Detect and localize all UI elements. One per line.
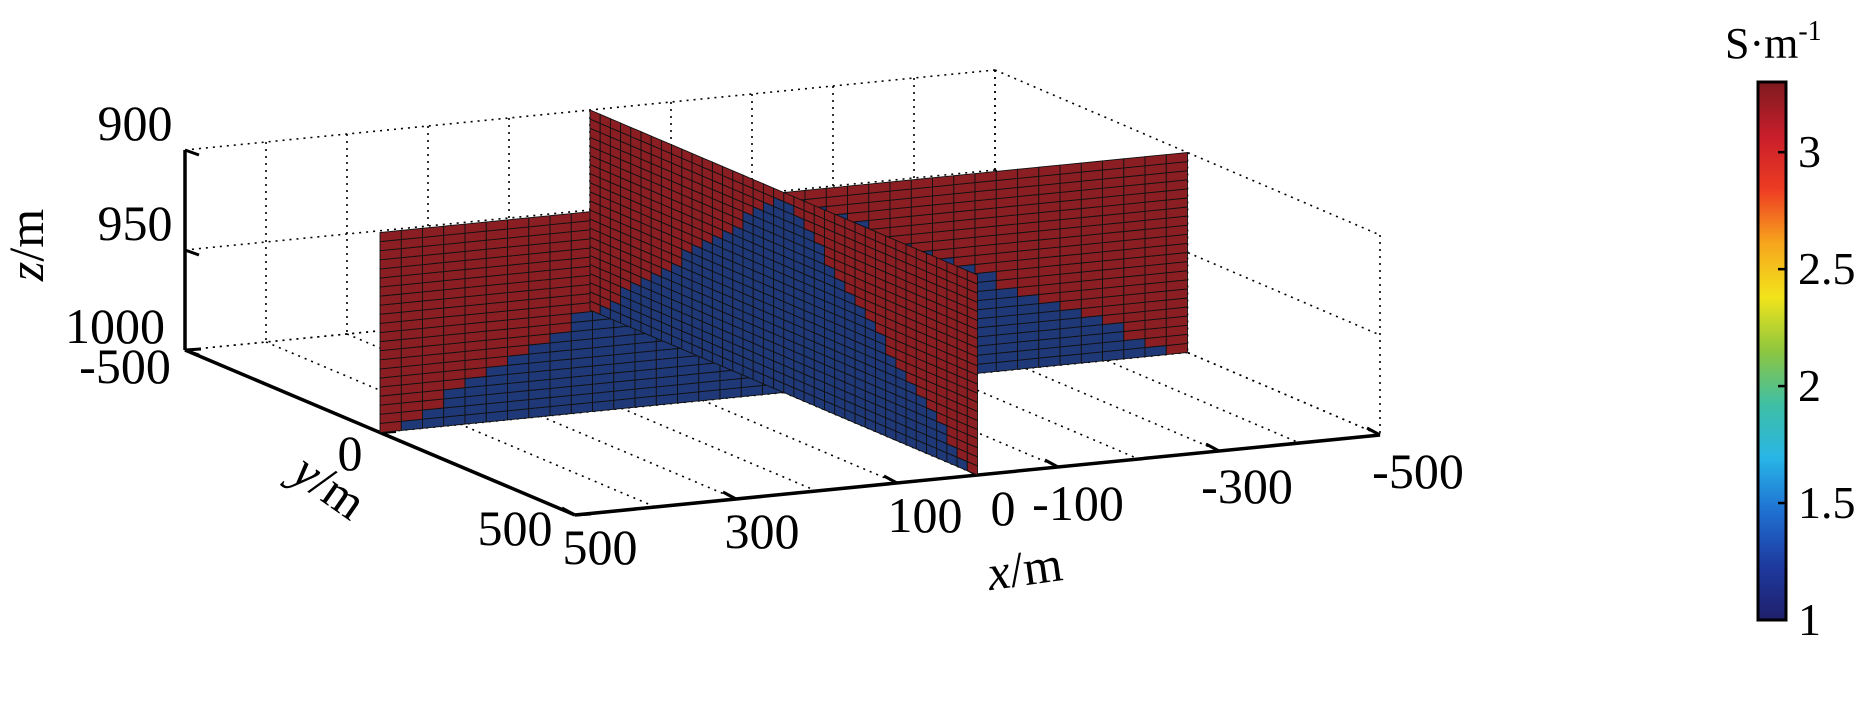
x-tick-mark (883, 474, 898, 485)
z-axis-title-unit: /m (0, 209, 54, 262)
colorbar-tick-label: 2 (1798, 360, 1821, 411)
xz-slice-cell (1080, 160, 1103, 173)
xz-slice-cell (1123, 156, 1146, 169)
z-axis-title: z/m (0, 209, 54, 282)
z-tick-mark (184, 148, 200, 157)
x-tick-mark (1205, 442, 1220, 453)
z-tick-mark (184, 248, 200, 257)
colorbar-tick-label: 1.5 (1798, 477, 1856, 528)
xz-slice-cell (868, 181, 891, 194)
xz-slice-cell (932, 175, 955, 188)
xz-slice-cell (422, 225, 445, 238)
x-tick-mark (561, 506, 576, 517)
x-tick-label: 300 (725, 503, 800, 559)
xz-slice-cell (485, 219, 508, 232)
x-tick-mark (1366, 426, 1381, 437)
colorbar: 1 1.5 2 2.5 3 S·m-1 (1725, 16, 1856, 645)
y-tick-mark (184, 347, 202, 352)
xz-slice-cell (400, 227, 423, 240)
xz-slice-cell (1059, 162, 1082, 175)
xz-slice-cell (1144, 154, 1167, 167)
xz-slice-cell (974, 170, 997, 184)
xz-slice-cell (995, 168, 1018, 181)
colorbar-tick-label: 1 (1798, 594, 1821, 645)
xz-slice-cell (443, 223, 466, 236)
xz-slice-cell (804, 187, 827, 200)
colorbar-unit-base: S·m (1725, 19, 1798, 68)
xz-slice-cell (379, 229, 402, 243)
xz-slice-cell (910, 177, 933, 190)
xz-slice-cell (825, 185, 848, 198)
slice-yz (589, 109, 978, 476)
x-tick-label: -500 (1372, 443, 1464, 499)
x-axis-title-unit: /m (1006, 535, 1066, 598)
x-tick-label: 100 (888, 487, 963, 543)
x-axis-title: x/m (983, 535, 1066, 601)
xz-slice-cell (847, 183, 870, 196)
xz-slice-cell (953, 173, 976, 186)
y-tick-mark (574, 512, 592, 517)
colorbar-tick-label: 2.5 (1798, 243, 1856, 294)
xz-slice-cell (1102, 158, 1125, 171)
colorbar-tick-label: 3 (1798, 126, 1821, 177)
y-tick-label: -500 (79, 338, 171, 394)
y-tick-label: 0 (338, 425, 363, 481)
x-tick-label: 0 (991, 480, 1016, 536)
x-tick-label: -300 (1201, 458, 1293, 514)
colorbar-rect (1756, 80, 1788, 622)
x-tick-label: 500 (563, 519, 638, 575)
xz-slice-cell (549, 213, 572, 226)
x-tick-label: -100 (1032, 475, 1124, 531)
z-tick-label: 900 (98, 95, 173, 151)
z-axis-title-var: z (0, 262, 54, 282)
z-tick-label: 1000 (65, 298, 165, 354)
colorbar-unit-exponent: -1 (1798, 16, 1821, 47)
xz-slice-cell (1038, 164, 1061, 177)
colorbar-unit-label: S·m-1 (1725, 16, 1822, 68)
xz-slice-cell (570, 210, 593, 224)
xz-slice-cell (507, 217, 530, 230)
y-tick-label: 500 (478, 500, 553, 556)
xz-slice-cell (1165, 152, 1188, 165)
slice-planes (379, 109, 1188, 476)
xz-slice-cell (464, 221, 487, 234)
z-tick-label: 950 (98, 195, 173, 251)
xz-slice-cell (528, 215, 551, 228)
x-tick-mark (722, 490, 737, 501)
xz-slice-cell (1017, 166, 1040, 179)
xz-slice-cell (889, 179, 912, 192)
x-tick-mark (1044, 458, 1059, 469)
yz-slice-cell (966, 270, 978, 285)
